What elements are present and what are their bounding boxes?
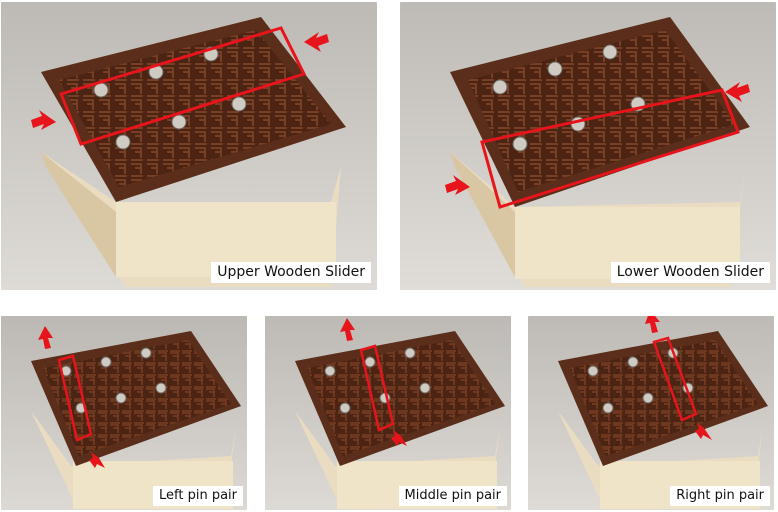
puzzle-box-photo (1, 2, 377, 290)
highlight-frame (57, 354, 93, 442)
highlight-frame (359, 344, 395, 432)
direction-arrows (340, 318, 407, 446)
caption-lower-wooden-slider: Lower Wooden Slider (610, 262, 770, 283)
puzzle-box-photo (1, 316, 247, 510)
pins (587, 347, 694, 414)
direction-arrows (645, 316, 712, 440)
direction-arrows (31, 32, 329, 130)
panel-right-pin-pair: Right pin pair (528, 316, 774, 510)
caption-upper-wooden-slider: Upper Wooden Slider (211, 262, 371, 283)
panel-lower-wooden-slider: Lower Wooden Slider (400, 2, 776, 290)
puzzle-box-photo (265, 316, 511, 510)
pins (60, 347, 167, 414)
panel-left-pin-pair: Left pin pair (1, 316, 247, 510)
pins (492, 44, 646, 152)
panel-middle-pin-pair: Middle pin pair (265, 316, 511, 510)
caption-middle-pin-pair: Middle pin pair (398, 486, 507, 506)
caption-right-pin-pair: Right pin pair (670, 486, 770, 506)
puzzle-box-photo (528, 316, 774, 510)
highlight-frame (58, 26, 307, 146)
caption-left-pin-pair: Left pin pair (153, 486, 243, 506)
pins (93, 46, 247, 150)
highlight-frame (652, 336, 698, 422)
panel-upper-wooden-slider: Upper Wooden Slider (1, 2, 377, 290)
highlight-frame (480, 88, 740, 209)
direction-arrows (38, 326, 105, 468)
direction-arrows (445, 82, 750, 195)
puzzle-box-photo (400, 2, 776, 290)
